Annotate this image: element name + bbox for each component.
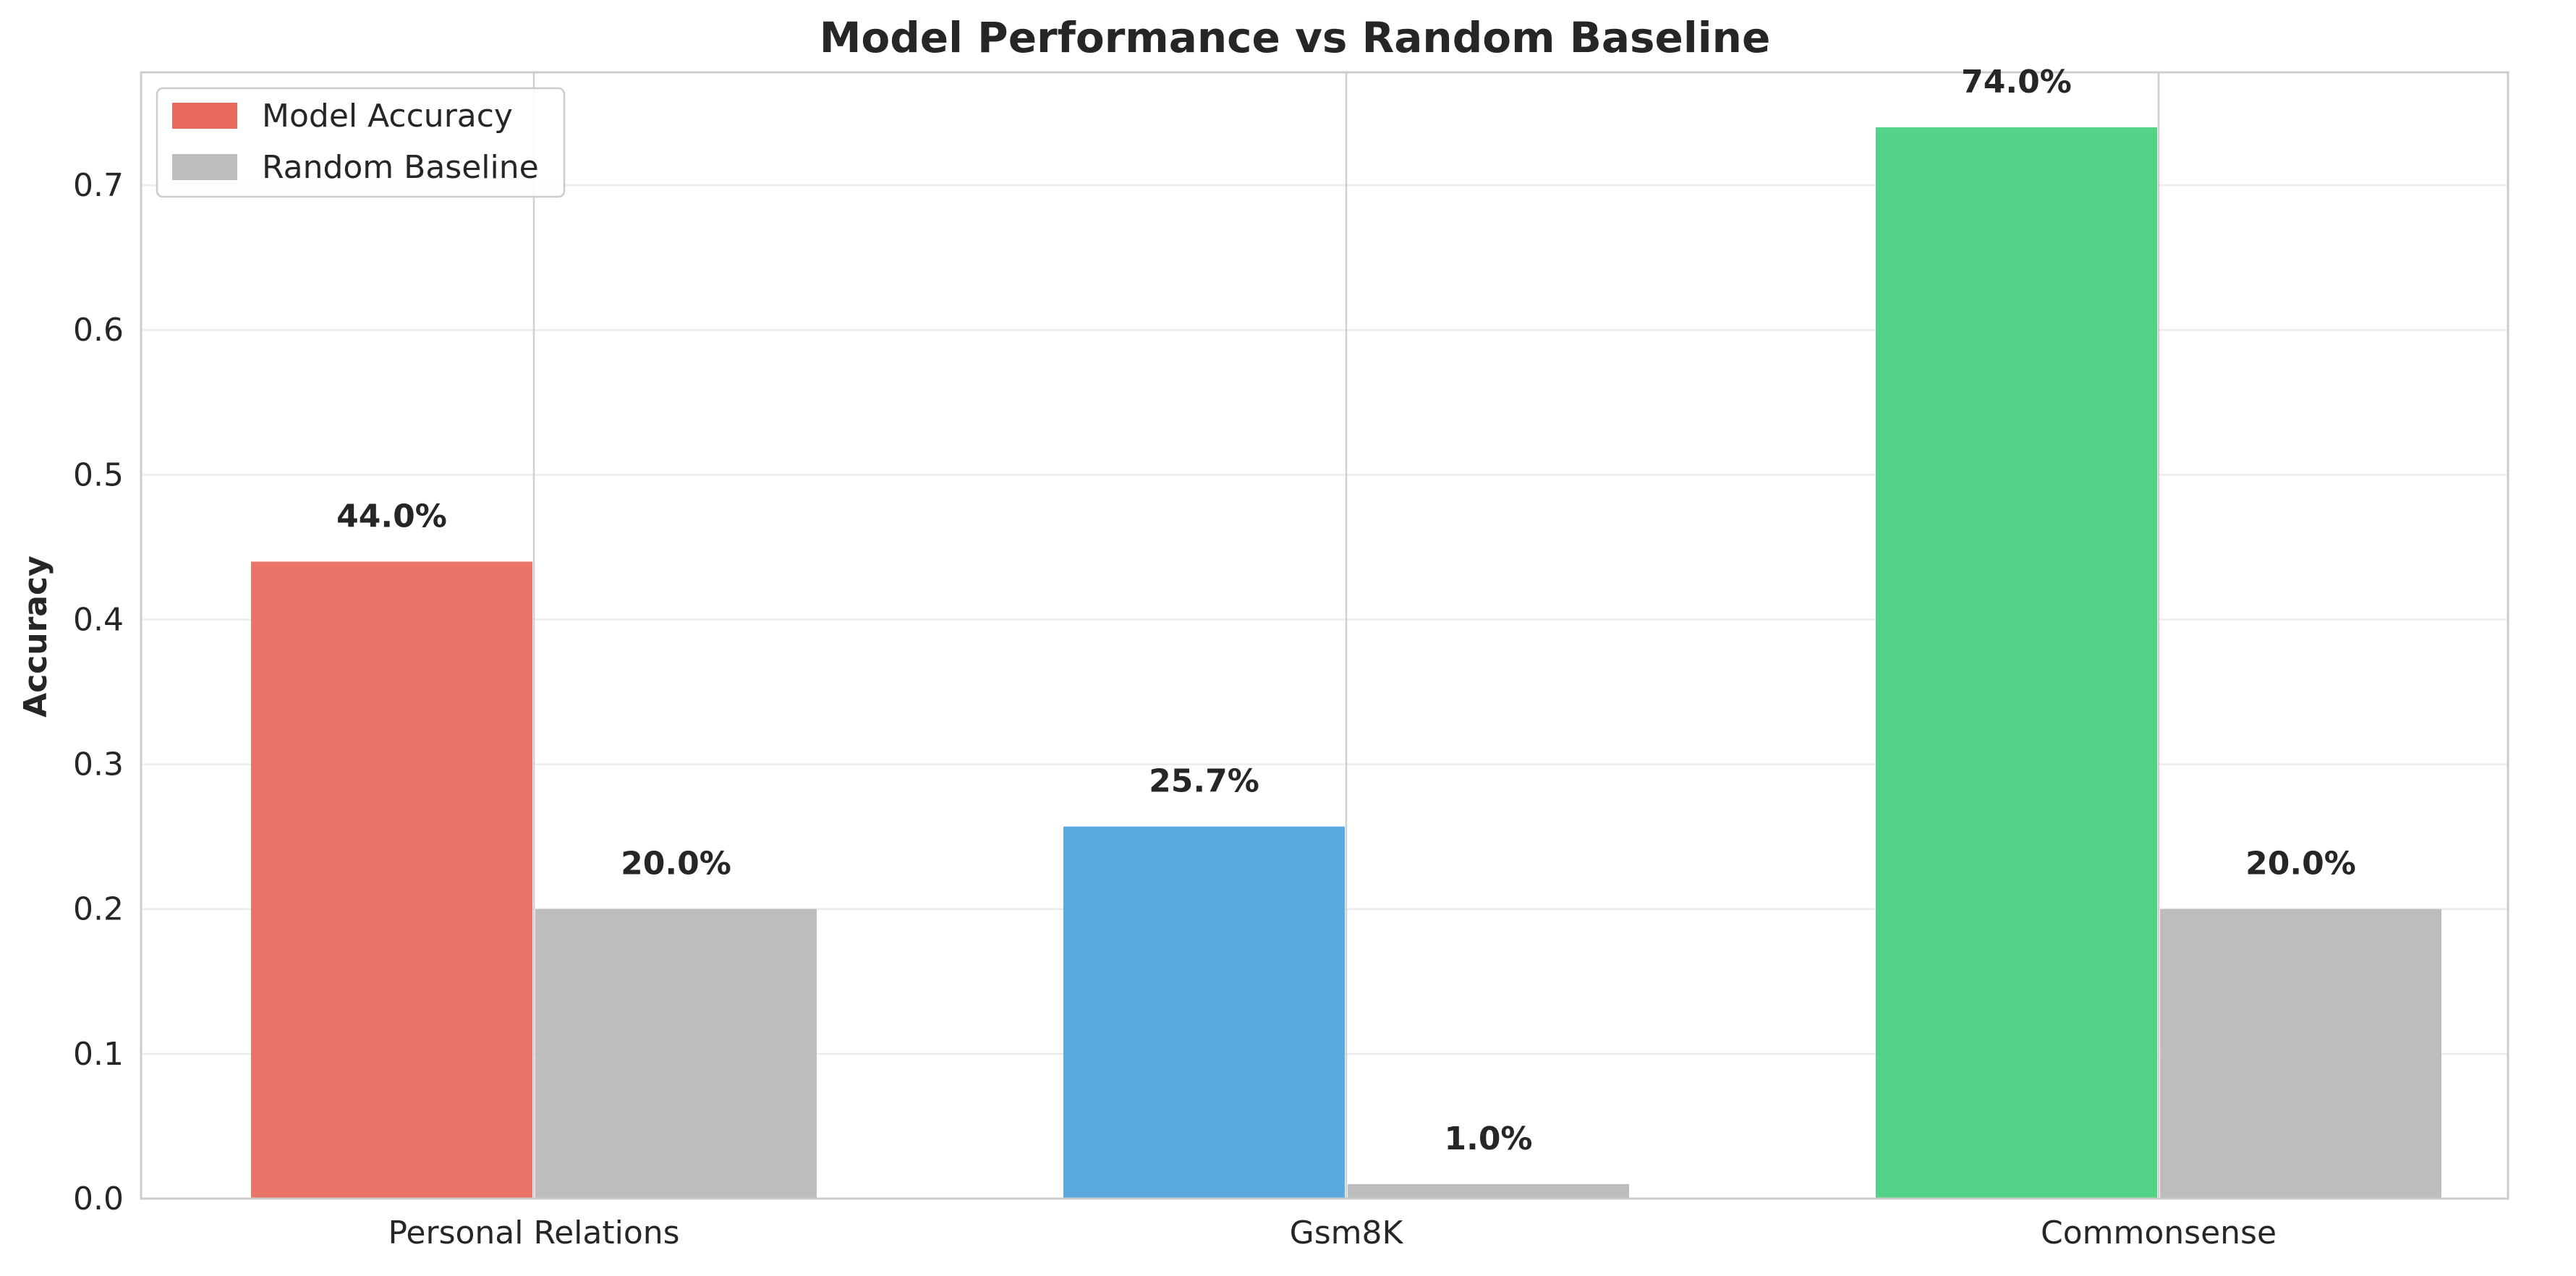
random-baseline-value-label-2: 20.0% — [2245, 846, 2356, 882]
model-accuracy-bar-1 — [1063, 826, 1345, 1199]
y-tick-label: 0.3 — [73, 747, 124, 783]
y-axis-label: Accuracy — [17, 556, 54, 718]
random-baseline-bar-2 — [2160, 909, 2441, 1199]
random-baseline-bar-1 — [1348, 1183, 1629, 1199]
legend-swatch-1 — [172, 154, 237, 180]
y-tick-label: 0.6 — [73, 312, 124, 349]
label-layer: 0.0 0.1 0.2 0.3 0.4 0.5 0.6 0.7 44.0% 20.0% Person… — [73, 64, 2356, 1251]
model-accuracy-value-label-1: 25.7% — [1149, 763, 1259, 800]
legend-box — [156, 87, 566, 198]
legend: Model Accuracy Random Baseline — [156, 87, 566, 198]
model-accuracy-value-label-2: 74.0% — [1961, 64, 2072, 101]
x-tick-label: Commonsense — [2041, 1215, 2277, 1251]
y-tick-label: 0.2 — [73, 891, 124, 928]
y-tick-label: 0.0 — [73, 1181, 124, 1217]
model-accuracy-bar-2 — [1876, 127, 2157, 1199]
y-tick-label: 0.1 — [73, 1036, 124, 1073]
legend-swatch-0 — [172, 103, 237, 129]
legend-label-1: Random Baseline — [262, 149, 539, 186]
legend-label-0: Model Accuracy — [262, 98, 513, 135]
model-accuracy-value-label-0: 44.0% — [336, 498, 447, 535]
bar-layer — [251, 127, 2441, 1199]
random-baseline-value-label-1: 1.0% — [1444, 1120, 1532, 1157]
random-baseline-value-label-0: 20.0% — [621, 846, 731, 882]
chart-title: Model Performance vs Random Baseline — [820, 13, 1771, 62]
plot-frame — [140, 71, 2509, 1200]
x-tick-label: Personal Relations — [388, 1215, 679, 1251]
y-tick-label: 0.7 — [73, 167, 124, 204]
plot-border — [140, 71, 2509, 1200]
model-accuracy-bar-0 — [251, 561, 532, 1199]
x-tick-label: Gsm8K — [1290, 1215, 1404, 1251]
y-tick-label: 0.5 — [73, 456, 124, 493]
random-baseline-bar-0 — [535, 909, 817, 1199]
y-tick-label: 0.4 — [73, 601, 124, 638]
